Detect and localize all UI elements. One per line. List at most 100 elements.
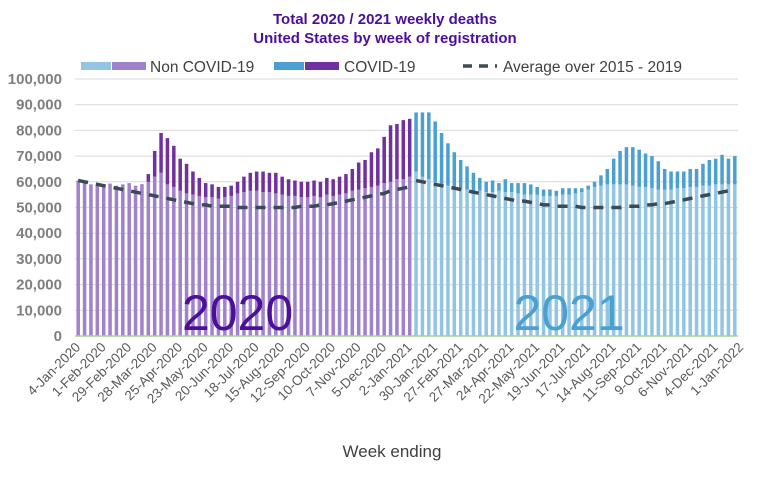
bar-covid <box>478 177 482 191</box>
bar-covid <box>140 184 144 185</box>
bar-covid <box>191 171 195 195</box>
bar-non-covid <box>682 188 686 336</box>
bar-non-covid <box>713 184 718 336</box>
legend-label-covid: COVID-19 <box>344 59 416 76</box>
bar-non-covid <box>650 188 654 336</box>
bar-non-covid <box>458 188 463 336</box>
bar-non-covid <box>261 192 265 336</box>
chart-subtitle: United States by week of registration <box>253 30 516 47</box>
bar-non-covid <box>509 192 514 336</box>
bar-covid <box>713 158 718 185</box>
bar-covid <box>509 183 514 193</box>
bar-non-covid <box>140 184 144 336</box>
bar-covid <box>420 112 425 177</box>
bar-covid <box>503 179 508 193</box>
bar-non-covid <box>95 184 100 336</box>
bar-covid <box>560 188 565 195</box>
bar-non-covid <box>325 194 329 336</box>
bar-non-covid <box>286 195 291 336</box>
bar-covid <box>203 183 208 198</box>
bar-non-covid <box>478 190 482 336</box>
bar-covid <box>299 181 304 198</box>
legend-swatch-non-covid-2020 <box>112 62 146 70</box>
bar-non-covid <box>675 188 680 336</box>
bar-covid <box>146 174 151 182</box>
bar-non-covid <box>178 190 182 336</box>
bar-non-covid <box>433 181 437 336</box>
bar-covid <box>624 147 629 185</box>
legend-item-average[interactable]: Average over 2015 - 2019 <box>463 59 682 76</box>
bar-covid <box>312 180 316 196</box>
bar-covid <box>407 118 412 177</box>
bar-covid <box>688 168 692 187</box>
bar-covid <box>395 123 399 180</box>
y-tick-label: 10,000 <box>16 302 62 319</box>
bars <box>76 112 737 336</box>
bar-non-covid <box>267 192 272 336</box>
bar-covid <box>242 176 246 193</box>
bar-covid <box>165 138 170 185</box>
bar-covid <box>535 186 539 195</box>
bar-non-covid <box>165 184 170 336</box>
bar-covid <box>522 183 527 195</box>
bar-covid <box>637 149 641 187</box>
bar-covid <box>573 188 578 194</box>
bar-non-covid <box>133 185 138 336</box>
bar-non-covid <box>497 190 501 336</box>
bar-covid <box>669 171 673 190</box>
bar-covid <box>471 172 476 191</box>
bar-non-covid <box>465 189 469 336</box>
legend: Non COVID-19 COVID-19 Average over 2015 … <box>81 59 682 76</box>
bar-non-covid <box>191 194 195 336</box>
bar-non-covid <box>223 197 227 336</box>
bar-non-covid <box>197 195 202 336</box>
bar-covid <box>350 168 355 191</box>
bar-non-covid <box>503 192 508 336</box>
legend-swatch-non-covid-2021 <box>81 62 111 70</box>
year-label-2021: 2021 <box>513 285 624 341</box>
bar-non-covid <box>254 190 259 336</box>
chart-title: Total 2020 / 2021 weekly deaths <box>273 11 497 28</box>
y-tick-label: 100,000 <box>8 71 62 88</box>
bar-non-covid <box>541 195 546 336</box>
bar-covid <box>248 172 253 191</box>
bar-covid <box>529 184 533 195</box>
bar-covid <box>363 159 367 189</box>
bar-covid <box>541 189 546 196</box>
bar-non-covid <box>471 190 476 336</box>
bar-covid <box>611 158 616 185</box>
bar-covid <box>682 171 686 189</box>
bar-covid <box>465 166 469 190</box>
legend-swatch-covid-2021 <box>274 62 304 70</box>
legend-item-non-covid[interactable]: Non COVID-19 <box>81 59 254 76</box>
legend-item-covid[interactable]: COVID-19 <box>274 59 416 76</box>
bar-covid <box>305 181 310 198</box>
bar-covid <box>216 186 221 199</box>
bar-non-covid <box>631 185 635 336</box>
bar-covid <box>210 184 214 198</box>
bar-non-covid <box>210 197 214 336</box>
bar-non-covid <box>643 186 648 336</box>
bar-covid <box>433 121 437 182</box>
bar-covid <box>293 180 297 196</box>
bar-non-covid <box>669 189 673 336</box>
bar-covid <box>369 152 374 187</box>
bar-non-covid <box>694 186 699 336</box>
bar-non-covid <box>611 184 616 336</box>
bar-non-covid <box>516 193 520 336</box>
bar-non-covid <box>439 184 444 336</box>
bar-covid <box>344 174 348 194</box>
legend-label-average: Average over 2015 - 2019 <box>503 59 682 76</box>
bar-non-covid <box>726 184 731 336</box>
bar-covid <box>662 168 667 190</box>
bar-non-covid <box>229 195 233 336</box>
bar-non-covid <box>350 190 355 336</box>
bar-non-covid <box>420 176 425 336</box>
bar-non-covid <box>337 194 342 336</box>
bar-covid <box>618 150 622 185</box>
bar-non-covid <box>573 193 578 336</box>
bar-covid <box>599 175 603 186</box>
bar-covid <box>548 189 552 196</box>
bar-covid <box>726 158 731 185</box>
bar-non-covid <box>101 184 106 336</box>
